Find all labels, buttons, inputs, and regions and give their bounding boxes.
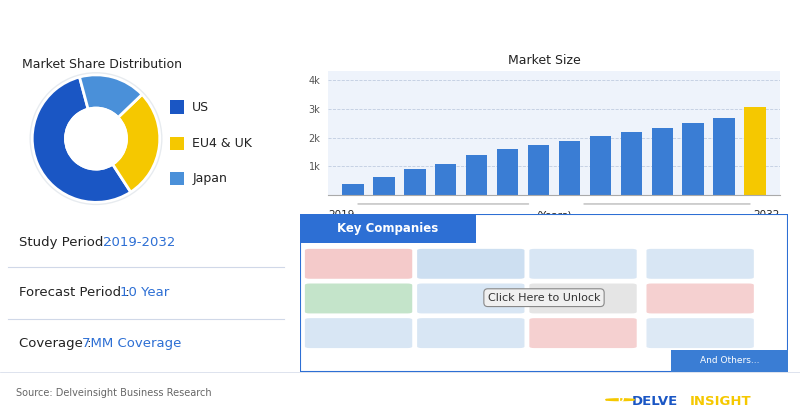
Text: D: D <box>617 395 623 404</box>
Bar <box>373 176 394 195</box>
Text: And Others...: And Others... <box>700 356 759 365</box>
Circle shape <box>606 399 634 401</box>
FancyBboxPatch shape <box>305 249 412 279</box>
FancyBboxPatch shape <box>170 136 185 150</box>
FancyBboxPatch shape <box>530 284 637 313</box>
Wedge shape <box>113 94 160 192</box>
Bar <box>682 123 704 195</box>
Bar <box>558 141 580 195</box>
Bar <box>342 184 364 195</box>
FancyBboxPatch shape <box>646 284 754 313</box>
Bar <box>528 145 550 195</box>
Bar <box>744 108 766 195</box>
Bar <box>404 169 426 195</box>
Text: Market Share Distribution: Market Share Distribution <box>22 58 182 71</box>
Text: (Years): (Years) <box>536 210 572 220</box>
Text: Study Period :: Study Period : <box>19 236 117 249</box>
Text: 2019-2032: 2019-2032 <box>103 236 176 249</box>
FancyBboxPatch shape <box>417 249 525 279</box>
Wedge shape <box>79 75 142 118</box>
Text: Coverage :: Coverage : <box>19 337 96 350</box>
Bar <box>714 118 735 195</box>
Text: 10 Year: 10 Year <box>120 286 169 299</box>
Text: Forecast Period :: Forecast Period : <box>19 286 134 299</box>
Bar <box>621 132 642 195</box>
Text: 2019: 2019 <box>328 210 354 220</box>
Text: Key Companies: Key Companies <box>338 222 438 235</box>
Text: INSIGHT: INSIGHT <box>690 395 751 408</box>
Text: EU4 & UK: EU4 & UK <box>192 137 252 150</box>
Bar <box>466 155 487 195</box>
FancyBboxPatch shape <box>417 318 525 348</box>
Bar <box>590 136 611 195</box>
Bar <box>651 128 673 195</box>
FancyBboxPatch shape <box>300 214 788 372</box>
FancyBboxPatch shape <box>300 214 476 243</box>
FancyBboxPatch shape <box>170 172 185 185</box>
FancyBboxPatch shape <box>305 284 412 313</box>
Text: Market Press Release: Market Press Release <box>274 15 526 39</box>
Text: Japan: Japan <box>192 172 227 185</box>
FancyBboxPatch shape <box>530 318 637 348</box>
FancyBboxPatch shape <box>530 249 637 279</box>
FancyBboxPatch shape <box>671 349 788 372</box>
Text: Click Here to Unlock: Click Here to Unlock <box>488 293 600 303</box>
Text: 2032: 2032 <box>754 210 780 220</box>
FancyBboxPatch shape <box>305 318 412 348</box>
Text: US: US <box>192 101 210 113</box>
FancyBboxPatch shape <box>417 284 525 313</box>
Text: Source: Delveinsight Business Research: Source: Delveinsight Business Research <box>16 388 212 399</box>
Bar <box>497 149 518 195</box>
FancyBboxPatch shape <box>646 249 754 279</box>
Text: DELVE: DELVE <box>632 395 678 408</box>
Wedge shape <box>32 77 130 202</box>
Text: Market Size: Market Size <box>508 54 580 67</box>
Wedge shape <box>30 72 162 205</box>
FancyBboxPatch shape <box>170 100 185 114</box>
Text: 7MM Coverage: 7MM Coverage <box>82 337 182 350</box>
Circle shape <box>65 108 127 170</box>
Bar <box>435 164 457 195</box>
FancyBboxPatch shape <box>646 318 754 348</box>
